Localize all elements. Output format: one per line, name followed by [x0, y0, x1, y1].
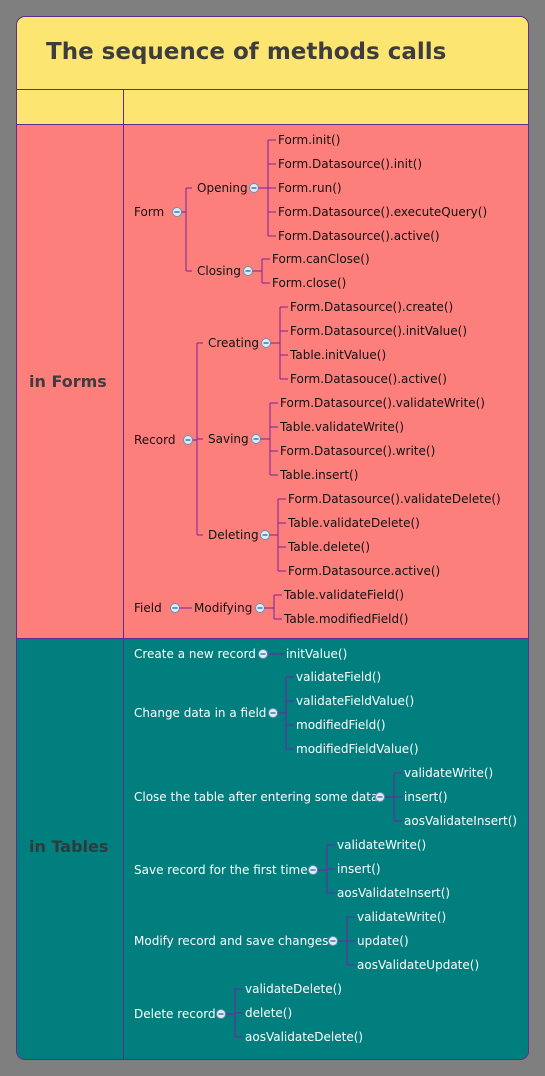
title-band: The sequence of methods calls [17, 17, 528, 90]
method-item: validateDelete() [245, 982, 342, 996]
collapse-icon[interactable] [243, 266, 253, 276]
collapse-icon[interactable] [255, 603, 265, 613]
method-item: Form.Datasource.active() [288, 564, 440, 578]
node-opening: Opening [197, 181, 248, 195]
method-item: validateWrite() [404, 766, 493, 780]
collapse-icon[interactable] [261, 338, 271, 348]
collapse-icon[interactable] [172, 207, 182, 217]
method-item: insert() [404, 790, 448, 804]
method-item: Form.Datasource().create() [290, 300, 453, 314]
row-label-forms: in Forms [29, 372, 107, 391]
method-item: Table.delete() [287, 540, 370, 554]
method-item: Form.Datasource().validateWrite() [280, 396, 485, 410]
method-item: Table.validateField() [283, 588, 404, 602]
method-item: delete() [245, 1006, 292, 1020]
node-modifying: Modifying [194, 601, 252, 615]
collapse-icon[interactable] [258, 649, 268, 659]
node-table-scenario: Create a new record [134, 647, 256, 661]
method-item: aosValidateInsert() [404, 814, 517, 828]
node-closing: Closing [197, 264, 241, 278]
node-table-scenario: Save record for the first time [134, 863, 308, 877]
method-item: insert() [337, 862, 381, 876]
node-table-scenario: Change data in a field [134, 706, 266, 720]
method-item: validateFieldValue() [296, 694, 414, 708]
method-item: Form.Datasource().init() [278, 157, 422, 171]
collapse-icon[interactable] [308, 865, 318, 875]
method-item: Form.Datasource().initValue() [290, 324, 467, 338]
node-table-scenario: Close the table after entering some data [134, 790, 378, 804]
method-item: Table.validateDelete() [287, 516, 420, 530]
node-saving: Saving [208, 432, 249, 446]
method-item: Form.Datasouce().active() [290, 372, 447, 386]
method-item: Table.insert() [279, 468, 358, 482]
method-item: validateWrite() [337, 838, 426, 852]
node-field: Field [134, 601, 162, 615]
method-item: aosValidateInsert() [337, 886, 450, 900]
collapse-icon[interactable] [216, 1009, 226, 1019]
header-row [17, 90, 528, 125]
method-item: Form.run() [278, 181, 342, 195]
method-item: validateWrite() [357, 910, 446, 924]
method-item: Form.Datasource().validateDelete() [288, 492, 501, 506]
method-item: update() [357, 934, 409, 948]
collapse-icon[interactable] [251, 434, 261, 444]
collapse-icon[interactable] [260, 530, 270, 540]
mindmap-table: The sequence of methods calls in Forms i… [16, 16, 529, 1060]
method-item: modifiedFieldValue() [296, 742, 419, 756]
node-table-scenario: Delete record [134, 1007, 216, 1021]
method-item: validateField() [296, 670, 381, 684]
node-record: Record [134, 433, 175, 447]
collapse-icon[interactable] [268, 708, 278, 718]
method-item: Form.close() [272, 276, 346, 290]
method-item: aosValidateDelete() [245, 1030, 363, 1044]
method-item: Form.Datasource().active() [278, 229, 440, 243]
node-deleting: Deleting [208, 528, 259, 542]
method-item: initValue() [286, 647, 347, 661]
method-item: Form.Datasource().write() [280, 444, 435, 458]
method-item: Form.init() [278, 133, 340, 147]
collapse-icon[interactable] [249, 183, 259, 193]
method-item: Form.canClose() [272, 252, 370, 266]
collapse-icon[interactable] [170, 603, 180, 613]
collapse-icon[interactable] [183, 435, 193, 445]
collapse-icon[interactable] [375, 792, 385, 802]
method-item: Table.modifiedField() [283, 612, 408, 626]
node-creating: Creating [208, 336, 259, 350]
node-table-scenario: Modify record and save changes [134, 934, 328, 948]
column-divider [123, 90, 124, 1059]
method-item: aosValidateUpdate() [357, 958, 479, 972]
node-form: Form [134, 205, 164, 219]
row-label-tables: in Tables [29, 837, 109, 856]
forms-row [17, 125, 528, 639]
collapse-icon[interactable] [328, 936, 338, 946]
method-item: modifiedField() [296, 718, 386, 732]
method-item: Table.validateWrite() [279, 420, 404, 434]
method-item: Table.initValue() [289, 348, 386, 362]
page-title: The sequence of methods calls [46, 39, 447, 65]
method-item: Form.Datasource().executeQuery() [278, 205, 487, 219]
